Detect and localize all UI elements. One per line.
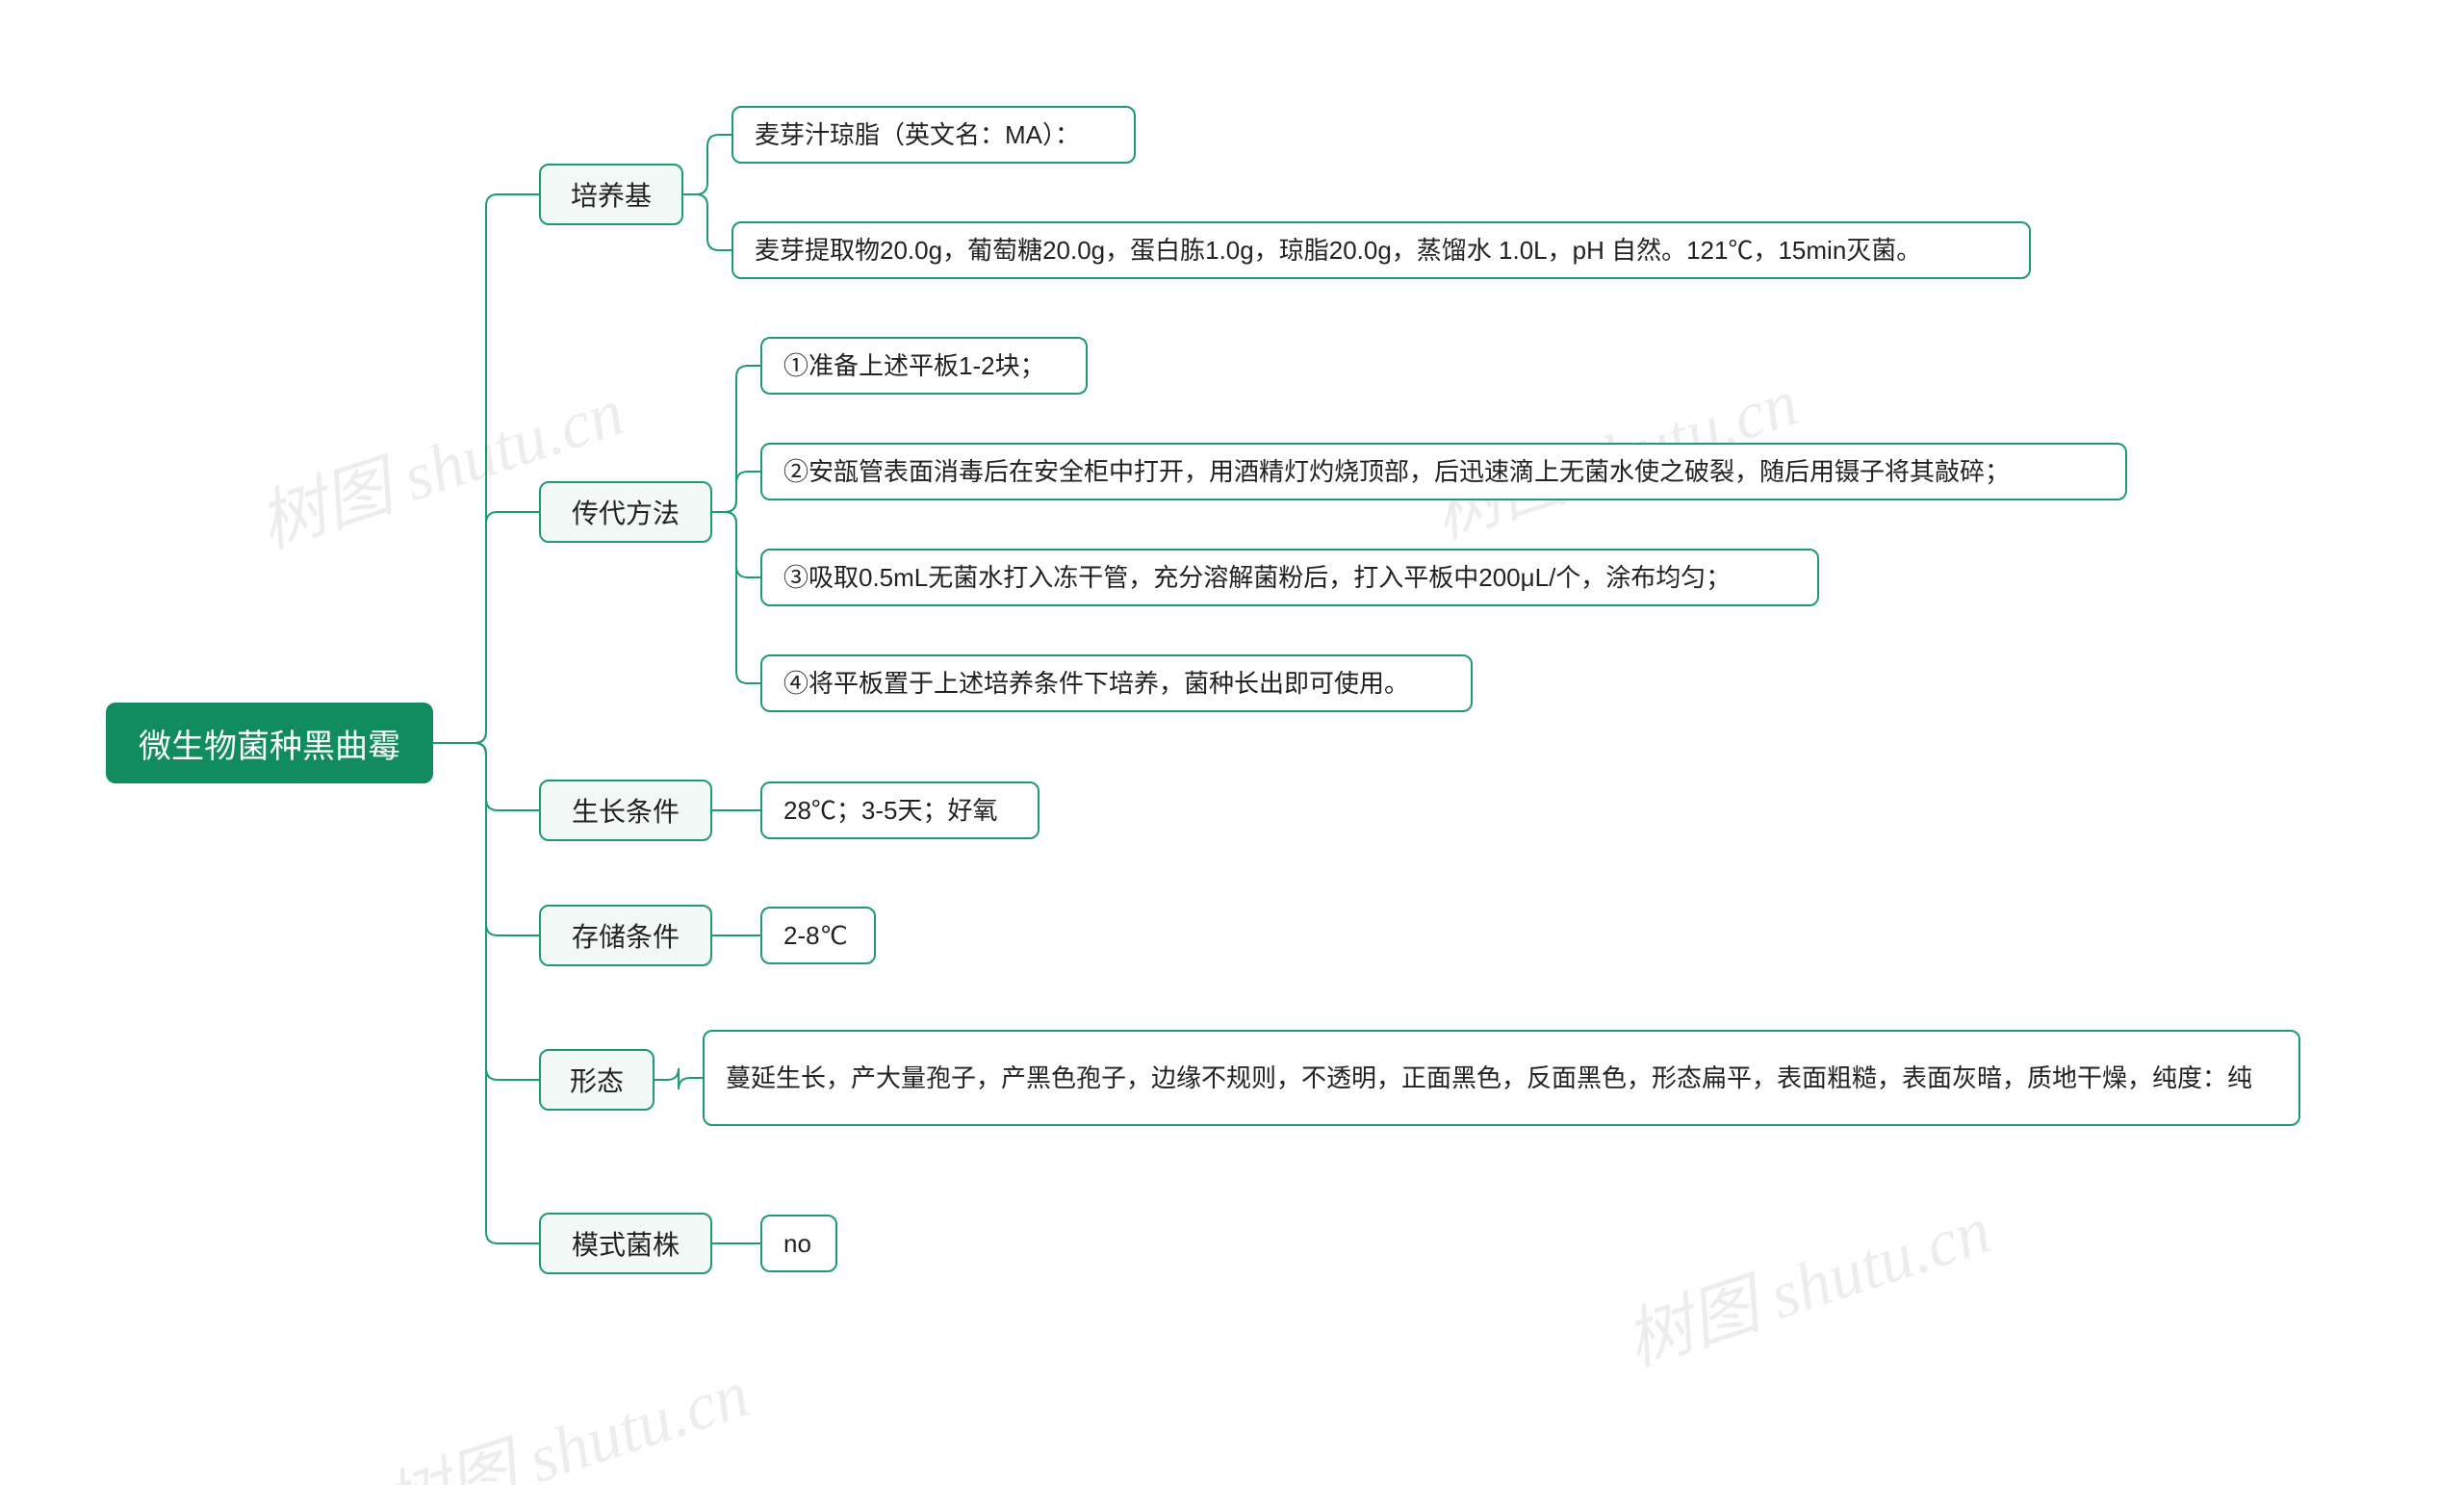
- leaf-storage-cond[interactable]: 2-8℃: [760, 907, 876, 964]
- branch-storage[interactable]: 存储条件: [539, 905, 712, 966]
- branch-growth[interactable]: 生长条件: [539, 780, 712, 841]
- leaf-type-strain-val[interactable]: no: [760, 1215, 837, 1272]
- watermark: 树图 shutu.cn: [1611, 1176, 2001, 1385]
- leaf-step-4[interactable]: ④将平板置于上述培养条件下培养，菌种长出即可使用。: [760, 654, 1473, 712]
- leaf-media-name[interactable]: 麦芽汁琼脂（英文名：MA）：: [732, 106, 1136, 164]
- root-node[interactable]: 微生物菌种黑曲霉: [106, 703, 433, 783]
- leaf-step-1[interactable]: ①准备上述平板1-2块；: [760, 337, 1088, 395]
- branch-morphology[interactable]: 形态: [539, 1049, 654, 1111]
- leaf-growth-cond[interactable]: 28℃；3-5天；好氧: [760, 781, 1040, 839]
- leaf-media-recipe[interactable]: 麦芽提取物20.0g，葡萄糖20.0g，蛋白胨1.0g，琼脂20.0g，蒸馏水 …: [732, 221, 2031, 279]
- leaf-step-2[interactable]: ②安瓿管表面消毒后在安全柜中打开，用酒精灯灼烧顶部，后迅速滴上无菌水使之破裂，随…: [760, 443, 2127, 500]
- leaf-morphology-desc[interactable]: 蔓延生长，产大量孢子，产黑色孢子，边缘不规则，不透明，正面黑色，反面黑色，形态扁…: [703, 1030, 2300, 1126]
- leaf-step-3[interactable]: ③吸取0.5mL无菌水打入冻干管，充分溶解菌粉后，打入平板中200μL/个，涂布…: [760, 549, 1819, 606]
- branch-media[interactable]: 培养基: [539, 164, 683, 225]
- mindmap-canvas: 树图 shutu.cn 树图 shutu.cn 树图 shutu.cn 树图 s…: [0, 0, 2464, 1485]
- watermark: 树图 shutu.cn: [370, 1340, 759, 1485]
- branch-type-strain[interactable]: 模式菌株: [539, 1213, 712, 1274]
- branch-subculture[interactable]: 传代方法: [539, 481, 712, 543]
